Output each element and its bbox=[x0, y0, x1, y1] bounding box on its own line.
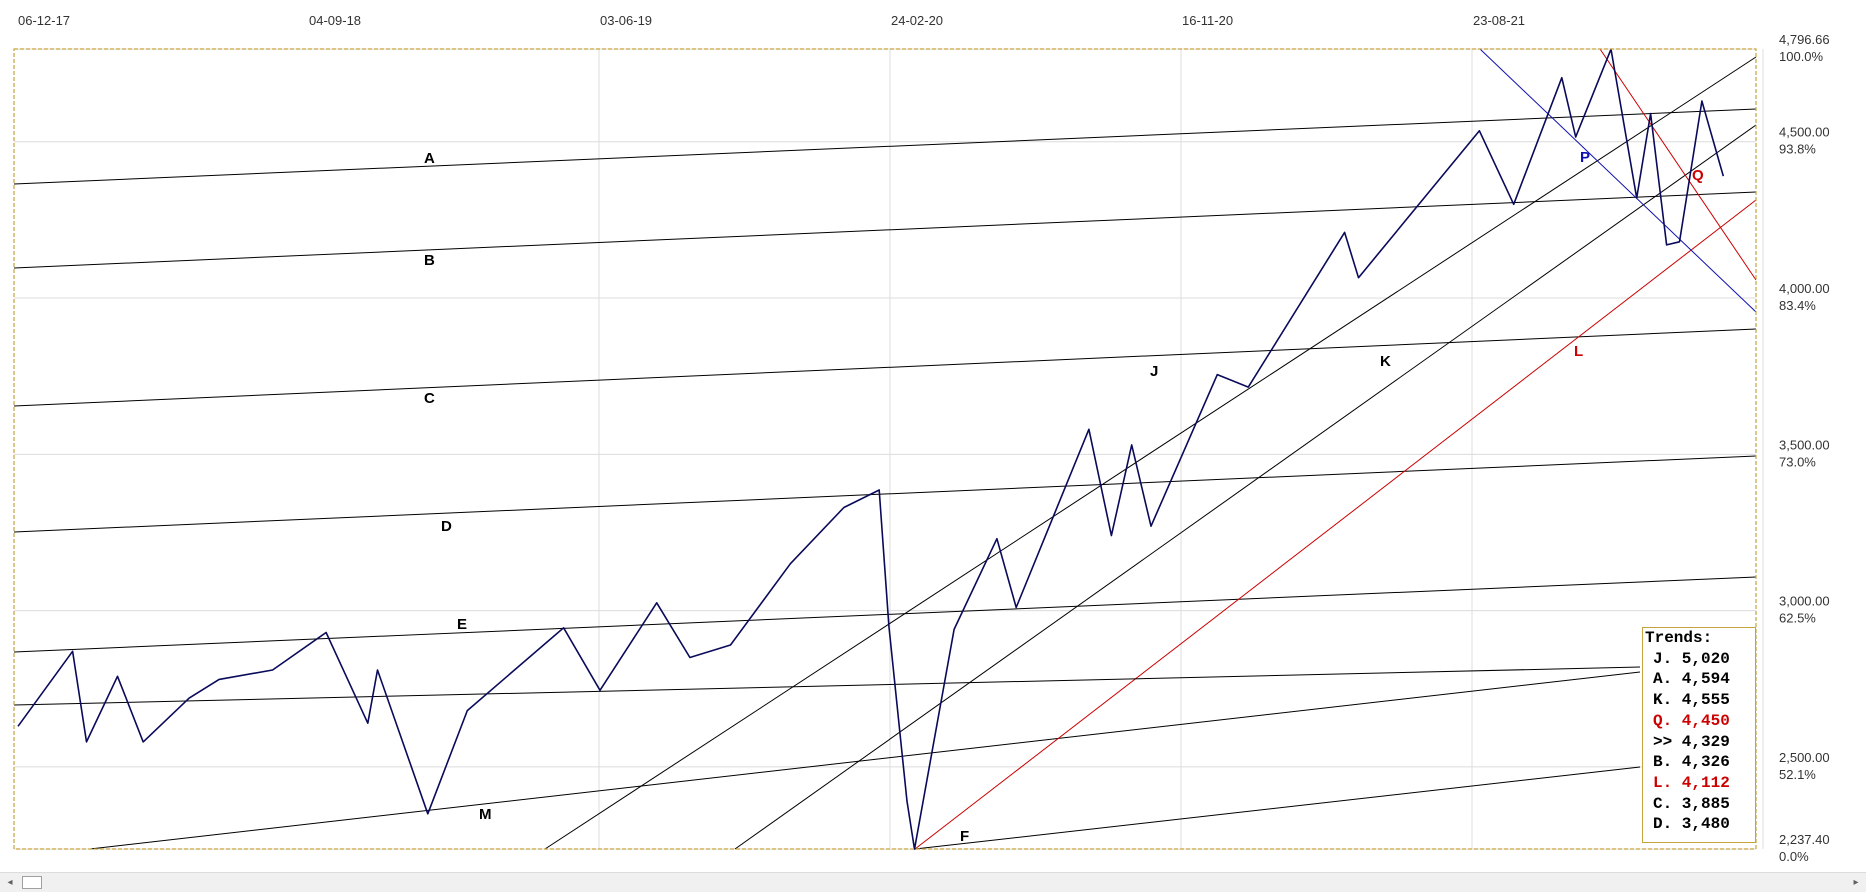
trend-line-c bbox=[13, 328, 1757, 407]
y-tick-percent: 0.0% bbox=[1779, 849, 1809, 864]
trends-legend-row: >> 4,329 bbox=[1653, 732, 1730, 751]
trend-label-c: C bbox=[424, 390, 435, 407]
trend-label-j: J bbox=[1150, 363, 1158, 380]
trend-line-support bbox=[13, 666, 1641, 706]
price-series bbox=[17, 48, 1725, 850]
x-tick-label: 23-08-21 bbox=[1473, 13, 1525, 28]
trend-label-f: F bbox=[960, 828, 969, 845]
trend-label-e: E bbox=[457, 616, 467, 633]
trend-line-a bbox=[13, 108, 1757, 185]
trend-label-l: L bbox=[1574, 343, 1583, 360]
trends-legend-rows: J. 5,020 A. 4,594 K. 4,555 Q. 4,450 >> 4,329… bbox=[1645, 649, 1755, 835]
y-tick-percent: 62.5% bbox=[1779, 611, 1816, 626]
trends-legend-row: D. 3,480 bbox=[1653, 815, 1730, 834]
trends-legend-row: L. 4,112 bbox=[1653, 773, 1730, 792]
x-tick-label: 16-11-20 bbox=[1182, 13, 1233, 28]
trend-line-j bbox=[544, 56, 1757, 850]
y-tick-label: 3,000.00 bbox=[1779, 594, 1830, 609]
trend-label-k: K bbox=[1380, 353, 1391, 370]
trends-legend-row: C. 3,885 bbox=[1653, 794, 1730, 813]
y-tick-label: 4,000.00 bbox=[1779, 281, 1830, 296]
trend-label-d: D bbox=[441, 518, 452, 535]
trend-line-q bbox=[1599, 48, 1757, 281]
y-tick-percent: 52.1% bbox=[1779, 767, 1816, 782]
x-axis-date-labels: 06-12-17 04-09-18 03-06-19 24-02-20 16-11-20… bbox=[18, 13, 1525, 28]
y-tick-label: 2,500.00 bbox=[1779, 750, 1830, 765]
y-tick-percent: 93.8% bbox=[1779, 142, 1816, 157]
y-tick-label: 4,500.00 bbox=[1779, 125, 1830, 140]
diagonal-trend-lines bbox=[13, 48, 1757, 850]
grid-lines bbox=[14, 48, 1764, 850]
y-tick-percent: 83.4% bbox=[1779, 298, 1816, 313]
scroll-thumb[interactable] bbox=[22, 876, 42, 889]
horizontal-trend-lines bbox=[13, 108, 1757, 653]
trend-line-k bbox=[734, 124, 1757, 850]
x-tick-label: 03-06-19 bbox=[600, 13, 652, 28]
y-tick-percent: 100.0% bbox=[1779, 49, 1824, 64]
plot-frame bbox=[13, 48, 1757, 850]
trend-label-b: B bbox=[424, 252, 435, 269]
arrow-right-icon[interactable]: ▸ bbox=[1853, 877, 1859, 888]
trend-label-q: Q bbox=[1692, 167, 1704, 184]
price-line bbox=[17, 48, 1725, 850]
x-tick-label: 04-09-18 bbox=[309, 13, 361, 28]
trends-legend-row: A. 4,594 bbox=[1653, 670, 1730, 689]
trends-legend-title: Trends: bbox=[1645, 629, 1713, 647]
y-tick-percent: 73.0% bbox=[1779, 454, 1816, 469]
trend-line-m bbox=[89, 671, 1641, 850]
trends-legend-row: Q. 4,450 bbox=[1653, 711, 1730, 730]
trend-label-m: M bbox=[479, 806, 492, 823]
trends-legend-row: K. 4,555 bbox=[1653, 691, 1730, 710]
trend-line-e bbox=[13, 576, 1757, 653]
trend-line-f bbox=[914, 766, 1641, 850]
trend-line-l bbox=[914, 199, 1757, 850]
trend-line-d bbox=[13, 455, 1757, 533]
y-tick-label: 4,796.66 bbox=[1779, 32, 1830, 47]
y-tick-label: 3,500.00 bbox=[1779, 437, 1830, 452]
x-tick-label: 24-02-20 bbox=[891, 13, 943, 28]
chart-svg: 06-12-17 04-09-18 03-06-19 24-02-20 16-11-20… bbox=[13, 13, 1830, 864]
trends-legend-row: J. 5,020 bbox=[1653, 649, 1730, 668]
trends-legend-row: B. 4,326 bbox=[1653, 753, 1730, 772]
y-tick-label: 2,237.40 bbox=[1779, 832, 1830, 847]
trend-line-letters: A B C D E M F J K L P Q bbox=[424, 149, 1704, 845]
trend-line-b bbox=[13, 191, 1757, 269]
x-tick-label: 06-12-17 bbox=[18, 13, 70, 28]
trends-legend: Trends: J. 5,020 A. 4,594 K. 4,555 Q. 4,450… bbox=[1642, 627, 1756, 843]
trend-label-a: A bbox=[424, 150, 435, 167]
horizontal-scrollbar[interactable]: ◂ ▸ bbox=[0, 872, 1866, 892]
y-axis-price-labels: 4,796.66 100.0% 4,500.00 93.8% 4,000.00 83.4%… bbox=[1779, 32, 1830, 864]
trend-label-p: P bbox=[1580, 149, 1590, 166]
trend-line-p bbox=[1479, 48, 1757, 313]
hidden-line bbox=[922, 580, 1756, 849]
arrow-left-icon[interactable]: ◂ bbox=[7, 877, 13, 888]
